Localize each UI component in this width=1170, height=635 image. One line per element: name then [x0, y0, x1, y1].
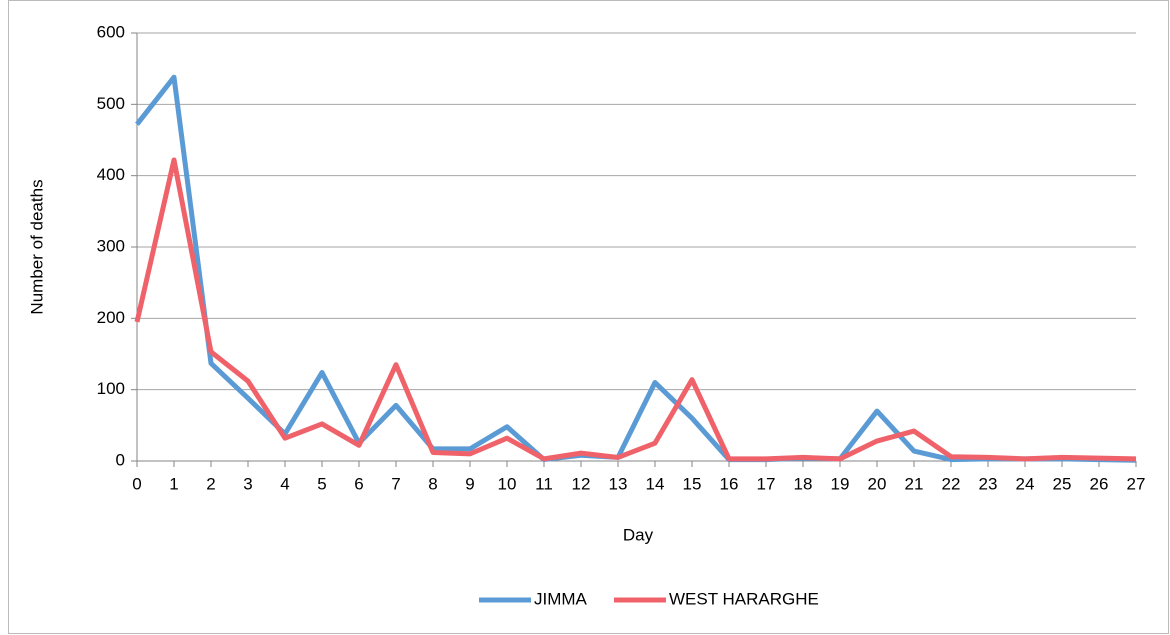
- x-tick-label: 4: [280, 474, 289, 493]
- x-tick-label: 2: [206, 474, 215, 493]
- x-tick-label: 3: [243, 474, 252, 493]
- x-tick-label: 13: [609, 474, 628, 493]
- x-tick-label: 22: [942, 474, 961, 493]
- x-tick-label: 0: [132, 474, 141, 493]
- x-tick-label: 26: [1090, 474, 1109, 493]
- x-tick-label: 7: [391, 474, 400, 493]
- x-tick-label: 27: [1127, 474, 1146, 493]
- x-tick-label: 12: [572, 474, 591, 493]
- x-tick-label: 9: [465, 474, 474, 493]
- x-tick-label: 25: [1053, 474, 1072, 493]
- chart-frame: [8, 0, 1169, 634]
- x-tick-label: 24: [1016, 474, 1035, 493]
- y-tick-label: 400: [97, 165, 125, 184]
- legend-label: JIMMA: [534, 589, 588, 608]
- x-tick-label: 21: [905, 474, 924, 493]
- x-tick-label: 19: [831, 474, 850, 493]
- y-tick-label: 600: [97, 22, 125, 41]
- x-tick-label: 14: [646, 474, 665, 493]
- x-tick-label: 11: [535, 474, 553, 493]
- y-tick-label: 0: [116, 450, 125, 469]
- y-tick-label: 300: [97, 236, 125, 255]
- x-tick-label: 17: [757, 474, 776, 493]
- y-tick-label: 100: [97, 379, 125, 398]
- x-tick-label: 5: [317, 474, 326, 493]
- x-tick-label: 8: [428, 474, 437, 493]
- x-tick-label: 10: [498, 474, 517, 493]
- y-tick-label: 200: [97, 308, 125, 327]
- x-tick-label: 18: [794, 474, 813, 493]
- y-axis-label: Number of deaths: [27, 179, 46, 314]
- data-line: [134, 157, 1137, 462]
- x-tick-label: 1: [169, 474, 178, 493]
- y-tick-label: 500: [97, 94, 125, 113]
- x-axis-label: Day: [623, 525, 654, 544]
- x-tick-label: 16: [720, 474, 739, 493]
- x-tick-label: 15: [683, 474, 702, 493]
- x-tick-label: 6: [354, 474, 363, 493]
- x-tick-label: 23: [979, 474, 998, 493]
- x-tick-label: 20: [868, 474, 887, 493]
- legend-label: WEST HARARGHE: [669, 589, 819, 608]
